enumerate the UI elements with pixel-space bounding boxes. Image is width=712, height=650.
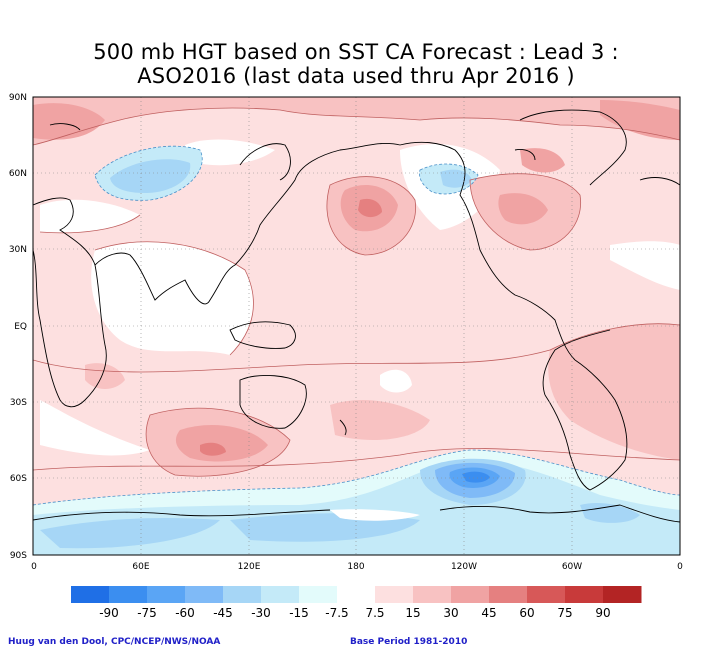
- colorbar-label: 45: [481, 606, 496, 620]
- colorbar-swatch: [527, 586, 566, 603]
- colorbar-label: 30: [443, 606, 458, 620]
- base-period-text: Base Period 1981-2010: [350, 637, 468, 647]
- colorbar-label: -30: [251, 606, 271, 620]
- lon-label-120e: 120E: [238, 562, 261, 572]
- colorbar-label: 60: [519, 606, 534, 620]
- colorbar-swatch: [451, 586, 490, 603]
- lat-label-eq: EQ: [14, 322, 27, 332]
- colorbar-swatch: [413, 586, 452, 603]
- longitude-labels: 0 60E 120E 180 120W 60W 0: [31, 562, 683, 572]
- lat-label-30n: 30N: [9, 245, 27, 255]
- colorbar-swatch: [565, 586, 604, 603]
- colorbar-swatch: [299, 586, 338, 603]
- credit-text: Huug van den Dool, CPC/NCEP/NWS/NOAA: [8, 637, 221, 647]
- lon-label-60e: 60E: [132, 562, 149, 572]
- lat-label-90n: 90N: [9, 93, 27, 103]
- colorbar-label: -7.5: [325, 606, 348, 620]
- grid-lines: [33, 97, 680, 555]
- anomaly-field: [33, 97, 680, 555]
- lon-label-0: 0: [31, 562, 37, 572]
- lon-label-120w: 120W: [451, 562, 477, 572]
- colorbar-label: -75: [137, 606, 157, 620]
- lat-label-60n: 60N: [9, 169, 27, 179]
- chart-title-line1: 500 mb HGT based on SST CA Forecast : Le…: [93, 40, 619, 64]
- colorbar: [71, 586, 642, 603]
- colorbar-label: -45: [213, 606, 233, 620]
- colorbar-label: 15: [405, 606, 420, 620]
- lat-label-60s: 60S: [10, 474, 27, 484]
- colorbar-swatch: [489, 586, 528, 603]
- lon-label-60w: 60W: [562, 562, 582, 572]
- colorbar-label: -60: [175, 606, 195, 620]
- colorbar-swatch: [185, 586, 224, 603]
- latitude-labels: 90N 60N 30N EQ 30S 60S 90S: [9, 93, 27, 561]
- colorbar-label: -15: [289, 606, 309, 620]
- lon-label-0-east: 0: [677, 562, 683, 572]
- colorbar-label: 7.5: [365, 606, 384, 620]
- colorbar-label: -90: [99, 606, 119, 620]
- colorbar-swatch: [337, 586, 376, 603]
- colorbar-swatch: [147, 586, 186, 603]
- colorbar-label: 75: [557, 606, 572, 620]
- lat-label-90s: 90S: [10, 551, 27, 561]
- colorbar-swatch: [71, 586, 110, 603]
- lat-label-30s: 30S: [10, 398, 27, 408]
- colorbar-swatch: [261, 586, 300, 603]
- colorbar-label: 90: [595, 606, 610, 620]
- map-frame: [32, 96, 681, 556]
- chart-title-line2: ASO2016 (last data used thru Apr 2016 ): [137, 64, 575, 88]
- lon-label-180: 180: [347, 562, 364, 572]
- colorbar-labels: -90 -75 -60 -45 -30 -15 -7.5 7.5 15 30 45 60 75 90: [99, 606, 610, 620]
- colorbar-swatch: [375, 586, 414, 603]
- colorbar-swatch: [603, 586, 642, 603]
- colorbar-swatch: [223, 586, 262, 603]
- colorbar-swatch: [109, 586, 148, 603]
